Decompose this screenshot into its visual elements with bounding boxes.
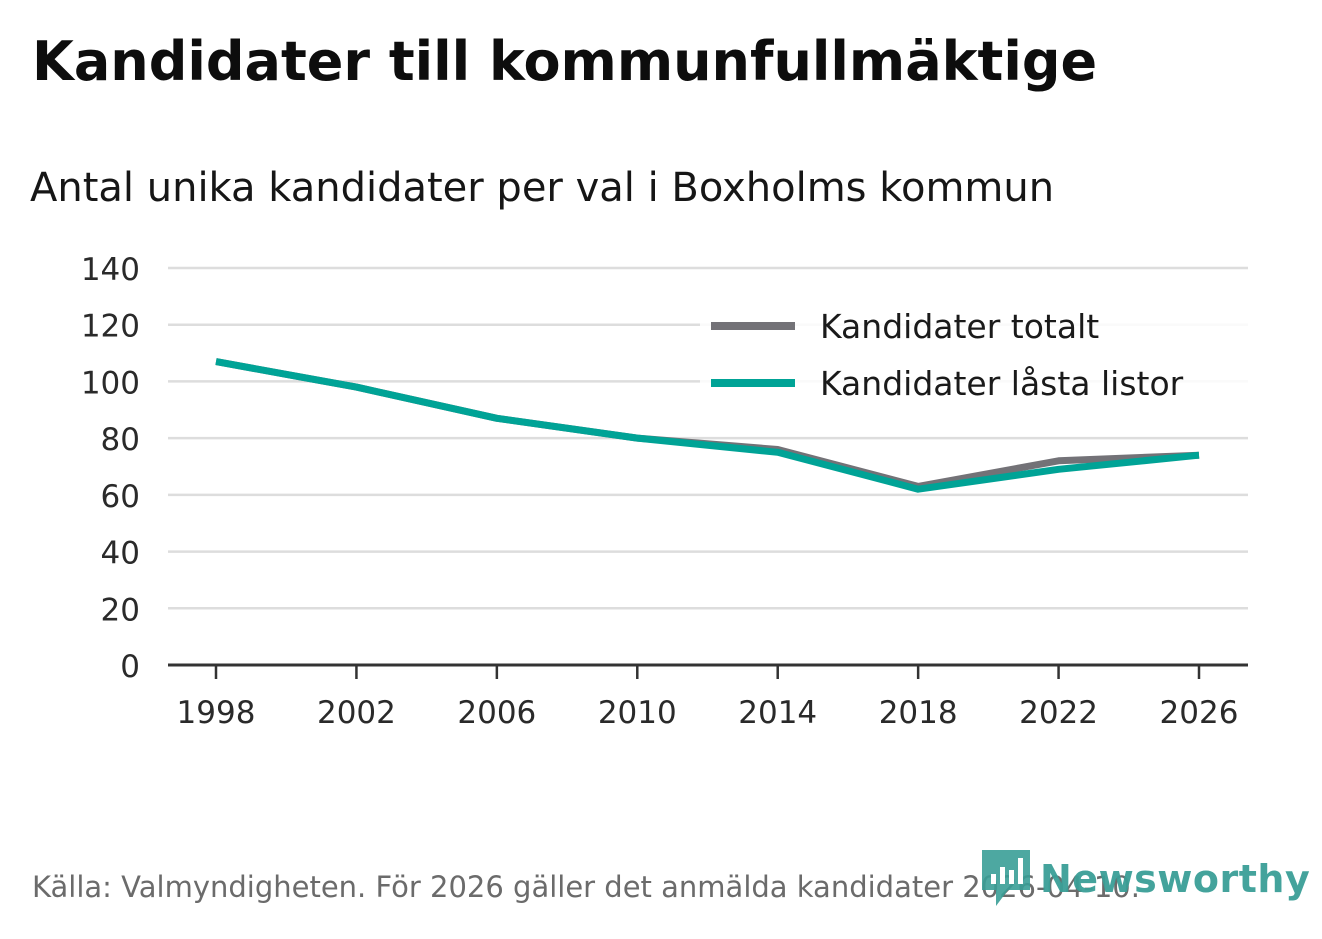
x-tick-label: 2022 (1019, 695, 1098, 731)
bar-chart-icon (982, 850, 1030, 906)
x-tick-label: 1998 (177, 695, 256, 731)
x-tick-label: 2006 (457, 695, 536, 731)
y-tick-label: 0 (120, 649, 140, 685)
y-tick-label: 60 (101, 479, 140, 515)
legend: Kandidater totalt Kandidater låsta listor (700, 307, 1250, 420)
legend-label: Kandidater låsta listor (820, 364, 1184, 403)
x-axis-ticks: 1998 2002 2006 2010 2014 2018 2022 2026 (177, 665, 1239, 731)
brand-name: Newsworthy (1040, 857, 1311, 901)
series-line-kandidater-lasta-listor (215, 358, 1200, 493)
x-tick-label: 2002 (317, 695, 396, 731)
x-tick-label: 2014 (738, 695, 817, 731)
grid-layer (168, 266, 1248, 667)
chart-title: Kandidater till kommunfullmäktige (32, 30, 1098, 93)
y-tick-label: 80 (101, 422, 140, 458)
source-note: Källa: Valmyndigheten. För 2026 gäller d… (32, 870, 1140, 904)
newsworthy-logo: Newsworthy (982, 850, 1310, 908)
y-tick-label: 120 (81, 309, 140, 345)
legend-label: Kandidater totalt (820, 307, 1099, 346)
y-tick-label: 100 (81, 365, 140, 401)
y-axis-ticks: 0 20 40 60 80 100 120 140 (81, 252, 140, 685)
y-tick-label: 40 (101, 536, 140, 572)
y-tick-label: 20 (101, 592, 140, 628)
x-tick-label: 2026 (1160, 695, 1239, 731)
y-tick-label: 140 (81, 252, 140, 288)
series-layer (215, 358, 1200, 493)
x-tick-label: 2018 (879, 695, 958, 731)
chart-subtitle: Antal unika kandidater per val i Boxholm… (30, 165, 1055, 211)
x-tick-label: 2010 (598, 695, 677, 731)
